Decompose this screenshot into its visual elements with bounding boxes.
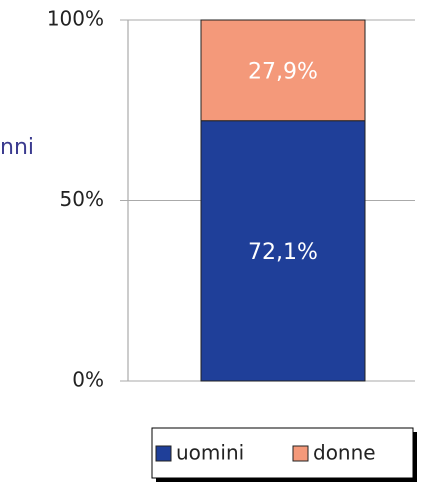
y-tick-label: 100% [47, 7, 104, 31]
legend [151, 427, 414, 479]
bar-segment [200, 19, 366, 122]
bar-segment [200, 120, 366, 382]
data-label: 27,9% [248, 59, 318, 84]
legend-swatch [292, 445, 309, 462]
legend-label: uomini [176, 441, 244, 465]
y-tick-label: 0% [72, 368, 104, 392]
legend-label: donne [313, 441, 376, 465]
annotation: nni [0, 135, 34, 160]
legend-swatch [155, 445, 172, 462]
data-label: 72,1% [248, 240, 318, 265]
y-tick-label: 50% [60, 187, 104, 211]
